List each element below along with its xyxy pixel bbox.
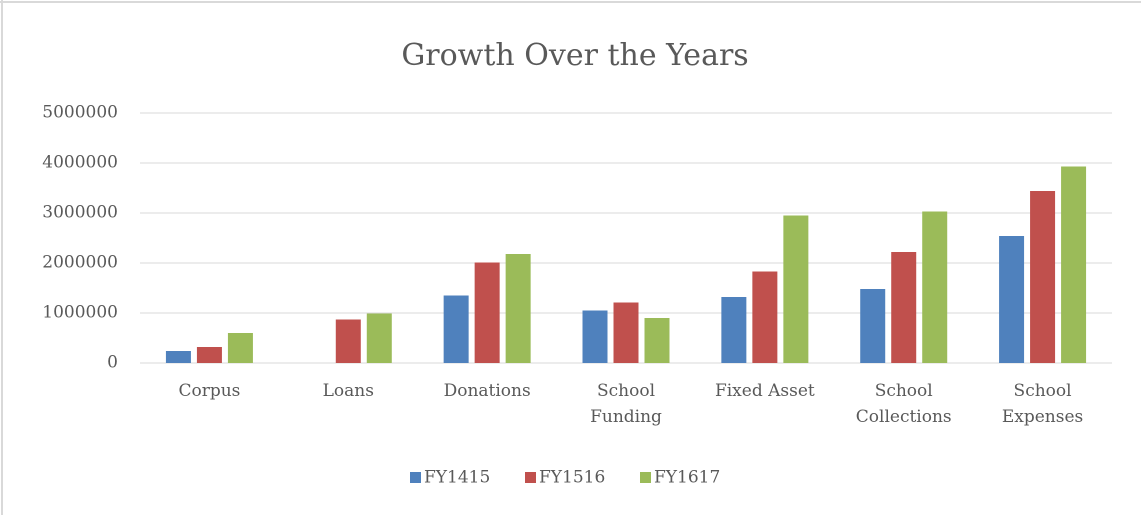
legend-label: FY1415 [424,468,490,488]
bar [196,347,222,363]
legend-swatch [525,472,536,483]
x-tick-label: School Expenses [1001,381,1084,427]
bar [891,252,917,363]
legend-label: FY1617 [654,468,720,488]
bar [613,302,639,363]
bar [1030,191,1056,363]
bar [721,297,747,363]
bar [165,351,191,363]
bar [474,262,500,363]
y-tick-label: 5000000 [42,103,118,123]
bar [582,310,608,363]
bar [1061,166,1087,363]
legend-swatch [410,472,421,483]
y-tick-label: 1000000 [42,303,118,323]
y-tick-label: 0 [107,353,118,373]
x-tick-label: School Funding [590,381,662,427]
x-tick-label: Corpus [178,381,241,401]
bar [366,313,392,363]
bar [505,254,531,363]
bar [644,318,670,363]
bar [227,333,253,363]
bar [443,295,469,363]
x-tick-label: Donations [443,381,531,401]
legend-swatch [640,472,651,483]
legend-label: FY1516 [539,468,605,488]
bar [335,319,361,363]
y-tick-label: 4000000 [42,153,118,173]
y-tick-label: 3000000 [42,203,118,223]
bar [999,236,1025,363]
bar [783,215,809,363]
bar [860,289,886,363]
bar [752,271,778,363]
x-tick-label: Loans [322,381,374,401]
chart-title: Growth Over the Years [401,38,748,73]
bar [922,211,948,363]
x-tick-label: Fixed Asset [714,381,815,401]
x-tick-label: School Collections [855,381,952,427]
y-tick-label: 2000000 [42,253,118,273]
